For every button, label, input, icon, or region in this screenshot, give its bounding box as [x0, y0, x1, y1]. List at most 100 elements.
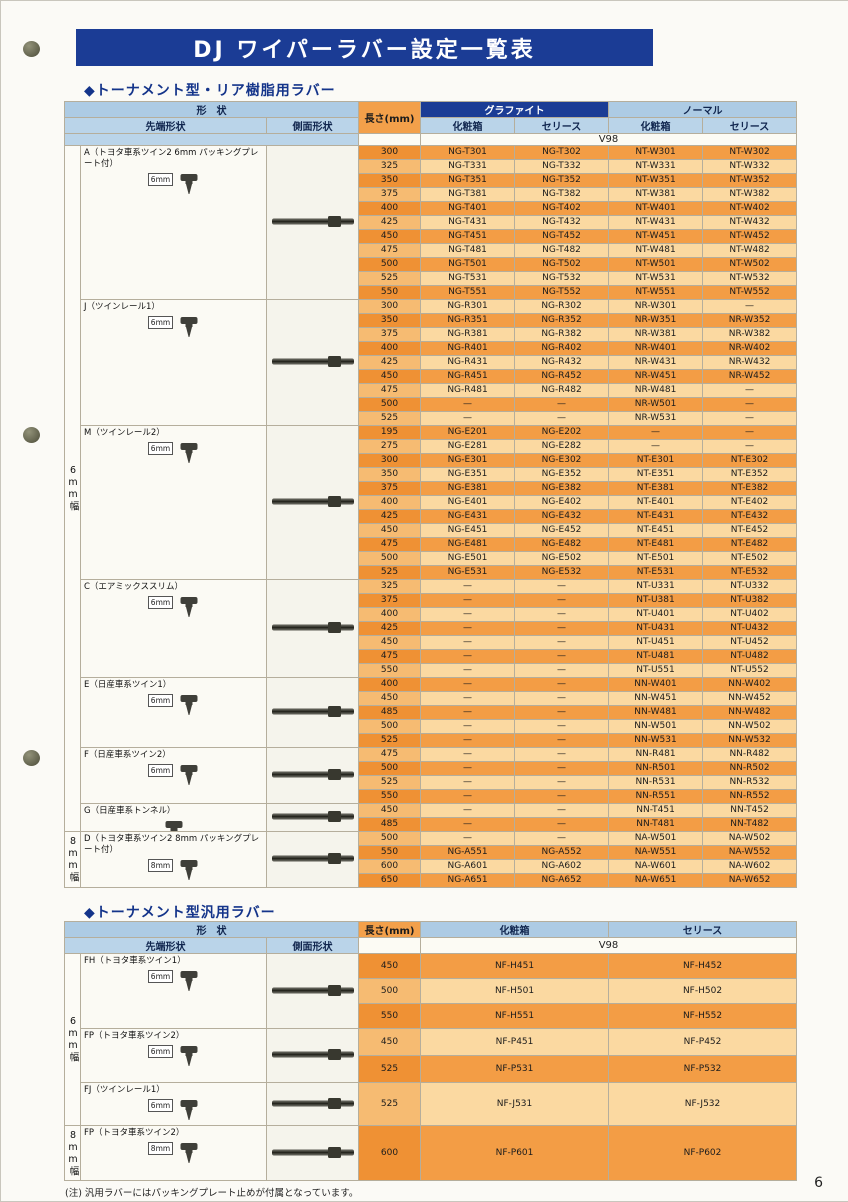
part-number-cell: NF-J532 — [608, 1082, 798, 1126]
part-number-cell: NN-W402 — [702, 677, 798, 692]
table-row: E（日産車系ツイン1） 6mm 400— — NN-W401 NN-W402 — [65, 677, 798, 748]
part-number-cell: NG-E402 — [514, 495, 610, 510]
table-row: 500 NF-H501 NF-H502 — [65, 978, 798, 1004]
part-number-cell: — — [420, 733, 516, 748]
part-number-cell: NN-W452 — [702, 691, 798, 706]
part-number-cell: — — [514, 607, 610, 622]
part-number-cell: — — [514, 691, 610, 706]
part-number-cell: NN-W451 — [608, 691, 704, 706]
part-number-cell: — — [702, 439, 798, 454]
part-number-cell: — — [420, 397, 516, 412]
length-cell: 375 — [358, 187, 422, 202]
length-cell: 400 — [358, 341, 422, 356]
table-row: 525— — NN-W531 NN-W532 — [65, 733, 798, 748]
length-cell: 350 — [358, 313, 422, 328]
part-number-cell: NR-W351 — [608, 313, 704, 328]
part-number-cell: — — [514, 677, 610, 692]
table-row: 450 NG-T451 NG-T452 NT-W451 NT-W452 — [65, 229, 798, 244]
part-number-cell: NF-P531 — [420, 1055, 610, 1083]
table-row: 550 NG-T551 NG-T552 NT-W551 NT-W552 — [65, 285, 798, 300]
part-number-cell: NR-W301 — [608, 299, 704, 314]
part-number-cell: NG-E351 — [420, 467, 516, 482]
tip-shape-cell: J（ツインレール1） 6mm — [80, 299, 267, 426]
size-label: 6mm — [147, 694, 174, 708]
tip-shape-icon — [179, 970, 199, 997]
section-title-rear-resin: ◆トーナメント型・リア樹脂用ラバー — [84, 83, 336, 99]
table-row: 450— — NT-U451 NT-U452 — [65, 635, 798, 650]
part-number-cell: NG-T382 — [514, 187, 610, 202]
group-label: FP（トヨタ車系ツイン2） — [84, 1031, 185, 1041]
table-row: C（エアミックススリム） 6mm 325— — NT-U331 NT-U332 — [65, 579, 798, 678]
part-number-cell: NT-W401 — [608, 201, 704, 216]
table-row: 500— — NN-R501 NN-R502 — [65, 761, 798, 776]
length-cell: 550 — [358, 663, 422, 678]
part-number-cell: NT-E301 — [608, 453, 704, 468]
part-number-cell: NG-R301 — [420, 299, 516, 314]
part-number-cell: NT-W351 — [608, 173, 704, 188]
width-label-text: 8mm幅 — [67, 836, 79, 883]
group-label: J（ツインレール1） — [84, 302, 160, 312]
part-number-cell: NF-H502 — [608, 978, 798, 1004]
part-number-cell: NG-T482 — [514, 243, 610, 258]
group-label: FH（トヨタ車系ツイン1） — [84, 956, 186, 966]
part-number-cell: NT-W551 — [608, 285, 704, 300]
part-number-cell: NN-R481 — [608, 747, 704, 762]
part-number-cell: NT-E431 — [608, 509, 704, 524]
part-number-cell: NT-W552 — [702, 285, 798, 300]
size-label: 6mm — [147, 970, 174, 984]
part-number-cell: NT-E532 — [702, 565, 798, 580]
part-number-cell: NN-W501 — [608, 719, 704, 734]
length-cell: 500 — [358, 397, 422, 412]
part-number-cell: NG-R302 — [514, 299, 610, 314]
table-row: FP（トヨタ車系ツイン2） 6mm 450 NF-P451 NF-P452 — [65, 1028, 798, 1083]
part-number-cell: NG-E381 — [420, 481, 516, 496]
part-number-cell: NG-T431 — [420, 215, 516, 230]
part-number-cell: NT-W532 — [702, 271, 798, 286]
part-number-cell: NT-W452 — [702, 229, 798, 244]
part-number-cell: — — [702, 397, 798, 412]
length-cell: 525 — [358, 1055, 422, 1083]
part-number-cell: — — [420, 411, 516, 426]
length-cell: 600 — [358, 1125, 422, 1181]
part-number-cell: NT-E502 — [702, 551, 798, 566]
part-number-cell: NG-T402 — [514, 201, 610, 216]
table-row: 550— — NT-U551 NT-U552 — [65, 663, 798, 678]
part-number-cell: NR-W432 — [702, 355, 798, 370]
side-profile-icon — [271, 982, 354, 1001]
side-profile-icon — [271, 703, 354, 722]
part-number-cell: NT-U432 — [702, 621, 798, 636]
size-label: 6mm — [147, 1045, 174, 1059]
page-title: DJ ワイパーラバー設定一覧表 — [76, 29, 653, 66]
part-number-cell: NG-E202 — [514, 425, 610, 440]
hole-punch — [23, 41, 40, 57]
size-label: 6mm — [147, 316, 174, 330]
table-row: 525— — NN-R531 NN-R532 — [65, 775, 798, 790]
part-number-cell: NG-R401 — [420, 341, 516, 356]
side-profile-icon — [271, 1046, 354, 1065]
part-number-cell: NT-U402 — [702, 607, 798, 622]
part-number-cell: NT-U451 — [608, 635, 704, 650]
part-number-cell: NG-E481 — [420, 537, 516, 552]
part-number-cell: NT-U401 — [608, 607, 704, 622]
part-number-cell: — — [420, 621, 516, 636]
part-number-cell: NT-E382 — [702, 481, 798, 496]
table-row: 525 NG-E531 NG-E532 NT-E531 NT-E532 — [65, 565, 798, 580]
part-number-cell: NG-E482 — [514, 537, 610, 552]
part-number-cell: NG-T331 — [420, 159, 516, 174]
part-number-cell: NT-E352 — [702, 467, 798, 482]
length-cell: 500 — [358, 257, 422, 272]
group-label: E（日産車系ツイン1） — [84, 680, 172, 690]
part-number-cell: NT-U482 — [702, 649, 798, 664]
side-shape-cell — [265, 425, 360, 580]
part-number-cell: NA-W551 — [608, 845, 704, 860]
part-number-cell: — — [420, 607, 516, 622]
tip-shape-cell: D（トヨタ車系ツイン2 8mm パッキングプレート付） 8mm — [80, 831, 267, 888]
table-row: 450 NG-R451 NG-R452 NR-W451 NR-W452 — [65, 369, 798, 384]
length-cell: 300 — [358, 145, 422, 160]
length-cell: 525 — [358, 733, 422, 748]
length-cell: 400 — [358, 495, 422, 510]
tip-shape-cell: E（日産車系ツイン1） 6mm — [80, 677, 267, 748]
part-number-cell: — — [514, 747, 610, 762]
side-profile-icon — [271, 808, 354, 827]
length-cell: 550 — [358, 285, 422, 300]
